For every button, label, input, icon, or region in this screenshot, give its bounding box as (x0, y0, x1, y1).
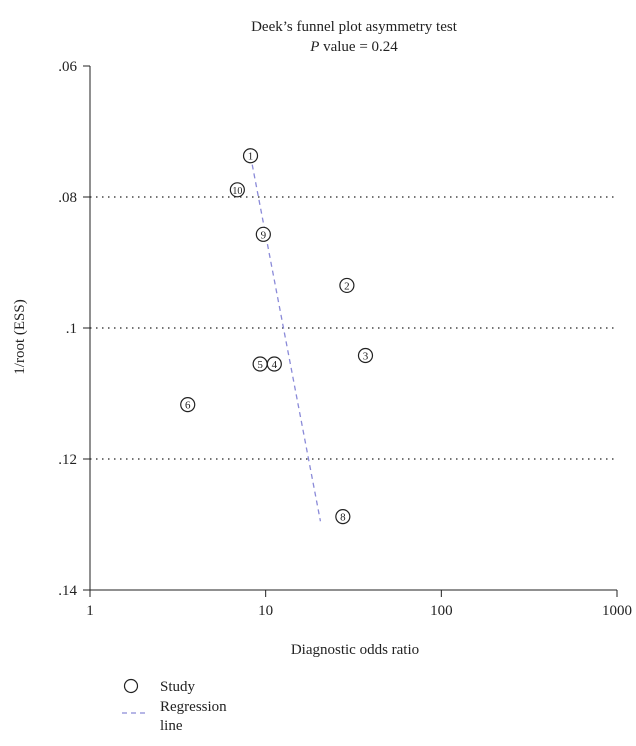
study-point-2: 2 (339, 277, 355, 294)
study-point-10: 10 (229, 182, 245, 198)
study-point-marker (335, 509, 351, 525)
y-tick-label: .14 (58, 583, 77, 599)
study-point-label: 9 (261, 229, 267, 241)
x-tick-label: 10 (258, 603, 273, 619)
x-axis-label: Diagnostic odds ratio (291, 642, 419, 658)
study-point-label: 4 (272, 359, 278, 371)
study-point-marker (357, 347, 374, 364)
x-tick-label: 1000 (602, 603, 632, 619)
study-point-marker (252, 356, 268, 372)
study-point-5: 5 (252, 356, 268, 372)
study-point-marker (229, 182, 245, 198)
subtitle-value: value = 0.24 (319, 39, 398, 55)
axes: .06 .08 .1 .12 .14 1 10 100 1000 (58, 59, 632, 619)
y-tick-label: .06 (58, 59, 77, 75)
study-point-marker (339, 277, 355, 294)
y-axis-label: 1/root (ESS) (12, 299, 28, 374)
study-point-9: 9 (255, 226, 271, 242)
study-point-6: 6 (180, 397, 196, 413)
y-tick-label: .1 (66, 321, 77, 337)
study-point-1: 1 (242, 148, 259, 164)
legend-regression-label-line1: Regression (160, 699, 227, 715)
legend-regression-label-line2: line (160, 718, 183, 734)
study-point-marker (180, 397, 196, 413)
regression-line-layer (249, 155, 322, 522)
study-points: 1 2 3 45 6 8 9 10 (180, 148, 374, 525)
study-point-label: 2 (344, 280, 350, 292)
legend: Study Regression line (122, 678, 227, 734)
regression-line (249, 155, 322, 522)
legend-study-marker (123, 678, 139, 694)
legend-study-label: Study (160, 679, 196, 695)
y-tick-label: .12 (58, 452, 77, 468)
study-point-label: 3 (363, 351, 369, 363)
study-point-3: 3 (357, 347, 374, 364)
study-point-marker (255, 226, 271, 242)
study-point-label: 5 (257, 359, 263, 371)
y-tick-label: .08 (58, 190, 77, 206)
subtitle-p-symbol: P (309, 39, 319, 55)
study-point-label: 8 (340, 512, 346, 524)
chart-title: Deek’s funnel plot asymmetry test (251, 19, 458, 35)
study-point-label: 6 (185, 400, 191, 412)
x-tick-label: 1 (86, 603, 94, 619)
x-tick-label: 100 (430, 603, 453, 619)
chart-subtitle: P value = 0.24 (309, 39, 398, 55)
study-point-label: 10 (232, 186, 242, 197)
grid-lines (90, 196, 617, 460)
study-point-4: 4 (266, 356, 282, 372)
study-point-label: 1 (248, 151, 254, 163)
study-point-8: 8 (335, 509, 351, 525)
study-point-marker (242, 148, 259, 164)
